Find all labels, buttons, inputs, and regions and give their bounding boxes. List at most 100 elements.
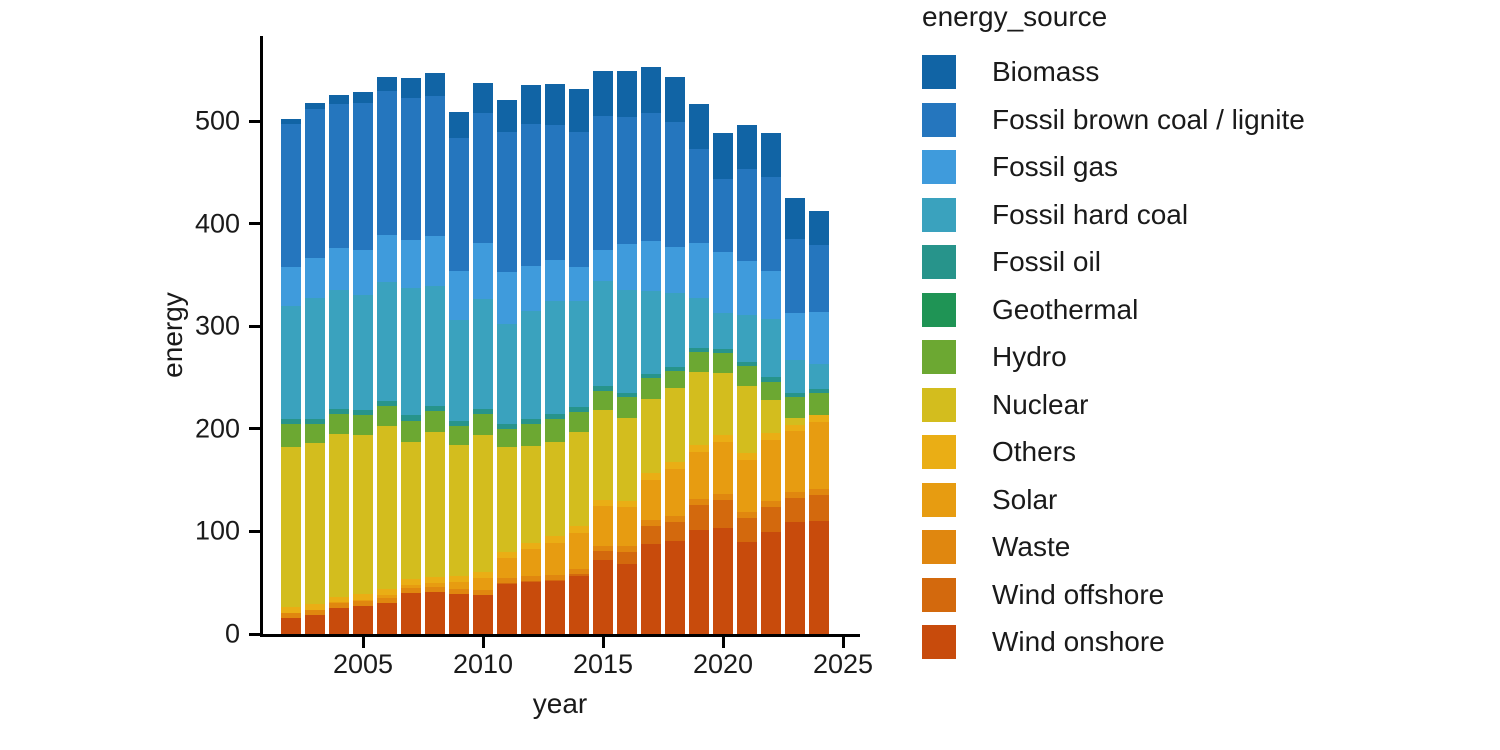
segment-2020-wind-onshore bbox=[713, 527, 733, 634]
segment-2005-hydro bbox=[353, 415, 373, 436]
segment-2019-fossil-brown-coal-lignite bbox=[689, 149, 709, 243]
segment-2003-fossil-oil bbox=[305, 418, 325, 425]
segment-2019-solar bbox=[689, 451, 709, 500]
legend-item-nuclear: Nuclear bbox=[922, 387, 1305, 422]
segment-2015-wind-offshore bbox=[593, 551, 613, 560]
x-axis-tick-2005 bbox=[361, 634, 365, 648]
segment-2022-wind-offshore bbox=[761, 507, 781, 533]
bar-2009 bbox=[449, 111, 469, 634]
bar-2013 bbox=[545, 84, 565, 634]
y-axis-tick-label-100: 100 bbox=[194, 515, 240, 546]
segment-2023-wind-offshore bbox=[785, 498, 805, 523]
segment-2007-solar bbox=[401, 585, 421, 589]
legend-label-wind-onshore: Wind onshore bbox=[992, 626, 1165, 657]
segment-2016-wind-onshore bbox=[617, 564, 637, 634]
segment-2006-nuclear bbox=[377, 426, 397, 590]
legend: energy_source Biomass Fossil brown coal /… bbox=[922, 2, 1305, 673]
y-axis-tick-label-0: 0 bbox=[224, 618, 240, 649]
segment-2009-waste bbox=[449, 589, 469, 595]
segment-2014-fossil-gas bbox=[569, 266, 589, 301]
segment-2002-nuclear bbox=[281, 446, 301, 608]
segment-2009-fossil-oil bbox=[449, 420, 469, 426]
segment-2004-biomass bbox=[329, 95, 349, 104]
segment-2018-waste bbox=[665, 515, 685, 522]
legend-swatch-waste bbox=[922, 530, 956, 564]
segment-2003-fossil-brown-coal-lignite bbox=[305, 109, 325, 258]
segment-2023-fossil-gas bbox=[785, 312, 805, 361]
segment-2015-nuclear bbox=[593, 410, 613, 500]
legend-item-fossil-brown-coal-lignite: Fossil brown coal / lignite bbox=[922, 102, 1305, 137]
segment-2021-wind-onshore bbox=[737, 542, 757, 634]
segment-2003-biomass bbox=[305, 102, 325, 110]
segment-2015-fossil-oil bbox=[593, 386, 613, 391]
segment-2021-hydro bbox=[737, 366, 757, 387]
segment-2010-biomass bbox=[473, 83, 493, 113]
segment-2020-solar bbox=[713, 441, 733, 494]
segment-2009-fossil-hard-coal bbox=[449, 320, 469, 421]
segment-2022-nuclear bbox=[761, 399, 781, 434]
segment-2013-fossil-brown-coal-lignite bbox=[545, 124, 565, 261]
segment-2019-fossil-oil bbox=[689, 348, 709, 353]
segment-2023-solar bbox=[785, 431, 805, 492]
segment-2003-fossil-gas bbox=[305, 257, 325, 298]
y-axis-tick-200 bbox=[249, 427, 263, 431]
legend-label-hydro: Hydro bbox=[992, 341, 1067, 372]
segment-2002-fossil-oil bbox=[281, 418, 301, 424]
segment-2022-fossil-hard-coal bbox=[761, 318, 781, 378]
segment-2011-biomass bbox=[497, 99, 517, 133]
segment-2009-wind-onshore bbox=[449, 594, 469, 634]
legend-item-hydro: Hydro bbox=[922, 340, 1305, 374]
segment-2008-fossil-brown-coal-lignite bbox=[425, 96, 445, 236]
segment-2024-waste bbox=[809, 488, 829, 495]
segment-2003-fossil-hard-coal bbox=[305, 297, 325, 419]
segment-2009-nuclear bbox=[449, 445, 469, 577]
x-axis-tick-label-2020: 2020 bbox=[692, 649, 754, 679]
segment-2017-wind-offshore bbox=[641, 525, 661, 544]
segment-2014-fossil-oil bbox=[569, 407, 589, 412]
y-axis-tick-label-400: 400 bbox=[194, 208, 240, 239]
legend-item-others: Others bbox=[922, 435, 1305, 469]
segment-2006-solar bbox=[377, 595, 397, 598]
segment-2014-hydro bbox=[569, 411, 589, 432]
segment-2015-hydro bbox=[593, 390, 613, 411]
segment-2024-fossil-brown-coal-lignite bbox=[809, 244, 829, 313]
segment-2018-fossil-brown-coal-lignite bbox=[665, 122, 685, 247]
segment-2022-fossil-gas bbox=[761, 270, 781, 319]
segment-2017-wind-onshore bbox=[641, 543, 661, 634]
segment-2011-fossil-hard-coal bbox=[497, 323, 517, 425]
segment-2016-biomass bbox=[617, 70, 637, 117]
segment-2015-others bbox=[593, 499, 613, 506]
segment-2003-hydro bbox=[305, 424, 325, 444]
legend-swatch-fossil-oil bbox=[922, 245, 956, 279]
segment-2021-nuclear bbox=[737, 386, 757, 454]
segment-2008-waste bbox=[425, 587, 445, 593]
segment-2020-hydro bbox=[713, 353, 733, 373]
segment-2005-waste bbox=[353, 601, 373, 607]
segment-2014-solar bbox=[569, 532, 589, 569]
segment-2002-waste bbox=[281, 613, 301, 618]
segment-2017-waste bbox=[641, 520, 661, 526]
bar-2017 bbox=[641, 66, 661, 634]
segment-2016-hydro bbox=[617, 397, 637, 419]
segment-2002-others bbox=[281, 607, 301, 613]
segment-2022-solar bbox=[761, 440, 781, 501]
segment-2007-fossil-gas bbox=[401, 239, 421, 289]
legend-swatch-solar bbox=[922, 482, 956, 517]
segment-2016-others bbox=[617, 500, 637, 508]
bar-2008 bbox=[425, 72, 445, 634]
y-axis-tick-0 bbox=[249, 632, 263, 636]
bar-2016 bbox=[617, 70, 637, 634]
legend-label-wind-offshore: Wind offshore bbox=[992, 578, 1165, 610]
x-axis-tick-2010 bbox=[481, 634, 485, 648]
segment-2022-fossil-oil bbox=[761, 377, 781, 382]
legend-label-fossil-gas: Fossil gas bbox=[992, 151, 1119, 182]
segment-2008-fossil-hard-coal bbox=[425, 285, 445, 406]
bar-2012 bbox=[521, 85, 541, 634]
segment-2004-fossil-gas bbox=[329, 247, 349, 290]
segment-2021-waste bbox=[737, 511, 757, 518]
segment-2013-fossil-oil bbox=[545, 414, 565, 419]
legend-item-waste: Waste bbox=[922, 530, 1305, 564]
segment-2022-hydro bbox=[761, 381, 781, 400]
segment-2021-wind-offshore bbox=[737, 517, 757, 543]
